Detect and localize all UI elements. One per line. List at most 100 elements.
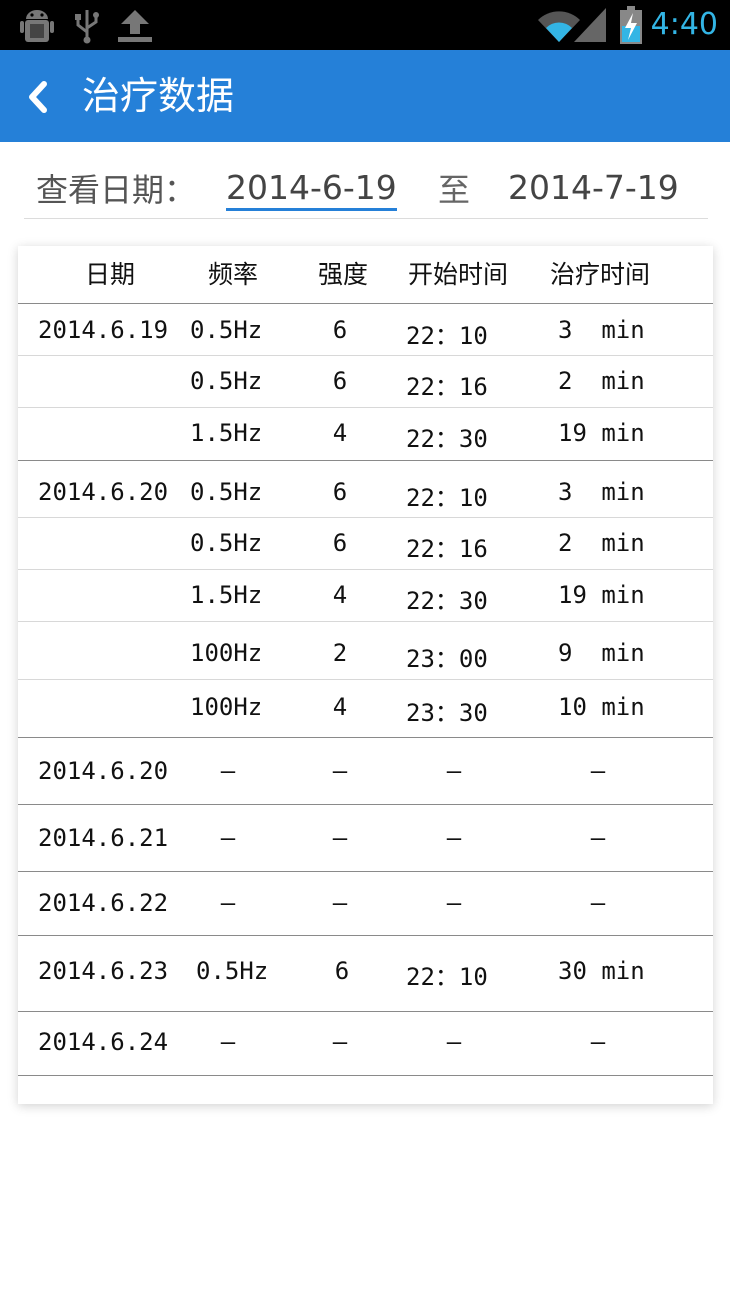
cell-start-time: 23：30 <box>406 699 488 727</box>
cell-duration: 10 min <box>558 693 645 721</box>
cell-duration: 2 min <box>558 367 645 395</box>
cell-start-time-empty: — <box>446 1028 462 1056</box>
cell-intensity-empty: — <box>332 757 348 785</box>
cell-duration: 2 min <box>558 529 645 557</box>
status-bar: 4:40 <box>0 0 730 50</box>
cell-frequency-empty: — <box>220 757 236 785</box>
table-row[interactable]: 2014.6.22 — — — — <box>18 872 713 935</box>
table-row[interactable]: 1.5Hz 4 22：30 19 min <box>18 408 713 459</box>
cell-duration: 9 min <box>558 639 645 667</box>
table-group: 2014.6.23 0.5Hz 6 22：10 30 min <box>18 936 713 1012</box>
cell-intensity: 6 <box>332 316 348 344</box>
cell-duration: 19 min <box>558 581 645 609</box>
cell-frequency-empty: — <box>220 1028 236 1056</box>
header-treatment-time: 治疗时间 <box>549 260 650 289</box>
treatment-table: 日期 频率 强度 开始时间 治疗时间 2014.6.19 0.5Hz 6 22：… <box>18 246 713 1104</box>
cell-start-time: 22：16 <box>406 373 488 401</box>
page-title: 治疗数据 <box>82 74 235 118</box>
android-debug-icon <box>20 10 54 42</box>
table-row[interactable]: 2014.6.23 0.5Hz 6 22：10 30 min <box>18 936 713 1011</box>
cell-start-time: 22：10 <box>406 322 488 350</box>
table-row[interactable]: 1.5Hz 4 22：30 19 min <box>18 570 713 622</box>
cell-intensity-empty: — <box>332 889 348 917</box>
date-separator: 至 <box>438 171 471 209</box>
cell-start-time: 23：00 <box>406 645 488 673</box>
table-row[interactable]: 0.5Hz 6 22：16 2 min <box>18 518 713 570</box>
header-start-time: 开始时间 <box>407 260 508 289</box>
table-row[interactable]: 2014.6.19 0.5Hz 6 22：10 3 min <box>18 304 713 356</box>
table-group: 2014.6.22 — — — — <box>18 872 713 936</box>
table-row[interactable]: 2014.6.24 — — — — <box>18 1012 713 1075</box>
cell-date: 2014.6.23 <box>38 957 169 985</box>
header-intensity: 强度 <box>317 260 368 289</box>
cell-intensity: 2 <box>332 639 348 667</box>
table-group: 2014.6.19 0.5Hz 6 22：10 3 min 0.5Hz 6 22… <box>18 304 713 461</box>
cell-start-time: 22：16 <box>406 535 488 563</box>
cell-start-time: 22：10 <box>406 484 488 512</box>
end-date-field[interactable]: 2014-7-19 <box>508 168 679 207</box>
cell-frequency-empty: — <box>220 889 236 917</box>
table-row[interactable]: 2014.6.20 0.5Hz 6 22：10 3 min <box>18 461 713 518</box>
cell-frequency: 100Hz <box>190 693 263 721</box>
cell-date: 2014.6.20 <box>38 757 169 785</box>
cell-duration: 3 min <box>558 316 645 344</box>
upload-icon <box>118 10 152 42</box>
cell-duration: 30 min <box>558 957 645 985</box>
cell-start-time: 22：10 <box>406 963 488 991</box>
cell-intensity: 6 <box>334 957 350 985</box>
usb-icon <box>75 10 99 44</box>
battery-charging-icon <box>620 6 642 44</box>
cell-frequency: 0.5Hz <box>196 957 269 985</box>
cell-date: 2014.6.20 <box>38 478 169 506</box>
cell-start-time-empty: — <box>446 889 462 917</box>
cell-intensity-empty: — <box>332 824 348 852</box>
cell-date: 2014.6.21 <box>38 824 169 852</box>
table-row[interactable]: 100Hz 4 23：30 10 min <box>18 680 713 737</box>
cell-duration-empty: — <box>590 889 606 917</box>
table-group: 2014.6.20 — — — — <box>18 738 713 805</box>
cell-start-time-empty: — <box>446 824 462 852</box>
header-frequency: 频率 <box>207 260 258 289</box>
table-group: 2014.6.21 — — — — <box>18 805 713 872</box>
table-group: 2014.6.24 — — — — <box>18 1012 713 1076</box>
cell-intensity: 4 <box>332 581 348 609</box>
start-date-field[interactable]: 2014-6-19 <box>226 168 397 211</box>
table-row[interactable]: 100Hz 2 23：00 9 min <box>18 622 713 680</box>
cell-start-time-empty: — <box>446 757 462 785</box>
cell-start-time: 22：30 <box>406 425 488 453</box>
cell-duration: 3 min <box>558 478 645 506</box>
clock-time: 4:40 <box>650 7 718 42</box>
wifi-icon <box>538 11 580 42</box>
back-button[interactable] <box>22 70 72 122</box>
date-filter: 查看日期： 2014-6-19 至 2014-7-19 <box>24 142 708 219</box>
cell-start-time: 22：30 <box>406 587 488 615</box>
table-row[interactable]: 2014.6.21 — — — — <box>18 805 713 871</box>
cell-intensity-empty: — <box>332 1028 348 1056</box>
table-header: 日期 频率 强度 开始时间 治疗时间 <box>18 246 713 304</box>
title-bar: 治疗数据 <box>0 50 730 142</box>
cell-frequency: 1.5Hz <box>190 581 263 609</box>
cell-frequency: 0.5Hz <box>190 316 263 344</box>
signal-icon <box>574 8 606 42</box>
cell-frequency: 1.5Hz <box>190 419 263 447</box>
cell-frequency: 100Hz <box>190 639 263 667</box>
cell-duration-empty: — <box>590 757 606 785</box>
table-row[interactable]: 0.5Hz 6 22：16 2 min <box>18 356 713 408</box>
cell-date: 2014.6.19 <box>38 316 169 344</box>
cell-frequency: 0.5Hz <box>190 529 263 557</box>
table-row[interactable]: 2014.6.20 — — — — <box>18 738 713 804</box>
cell-duration-empty: — <box>590 824 606 852</box>
date-filter-label: 查看日期： <box>36 171 197 209</box>
header-date: 日期 <box>84 260 135 289</box>
cell-intensity: 4 <box>332 419 348 447</box>
cell-duration-empty: — <box>590 1028 606 1056</box>
cell-intensity: 6 <box>332 529 348 557</box>
cell-frequency: 0.5Hz <box>190 367 263 395</box>
chevron-left-icon <box>29 81 47 113</box>
cell-frequency-empty: — <box>220 824 236 852</box>
cell-date: 2014.6.24 <box>38 1028 169 1056</box>
cell-intensity: 6 <box>332 367 348 395</box>
cell-intensity: 4 <box>332 693 348 721</box>
cell-frequency: 0.5Hz <box>190 478 263 506</box>
cell-date: 2014.6.22 <box>38 889 169 917</box>
